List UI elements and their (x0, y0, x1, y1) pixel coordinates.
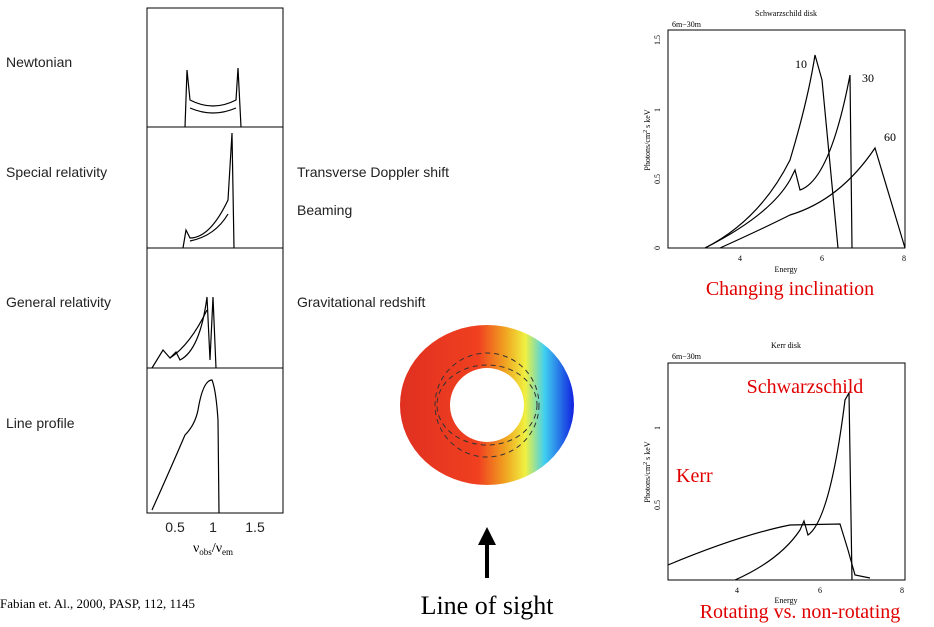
x-axis-label: νobs/νem (193, 541, 233, 557)
y-tick-label: 1 (653, 426, 662, 430)
disk: Line of sight (400, 325, 574, 620)
plot-box (667, 362, 906, 581)
x-tick-label: 4 (738, 254, 742, 263)
x-tick-label: 6 (818, 586, 822, 595)
y-tick-label: 0.5 (653, 174, 662, 184)
y-tick-label: 1 (653, 108, 662, 112)
spectrum-curve (734, 390, 853, 581)
curve-label: Schwarzschild (747, 376, 864, 398)
label-part: 2 (643, 130, 649, 133)
x-tick-label: 4 (735, 586, 739, 595)
row-label: General relativity (6, 294, 111, 310)
profile-curve (151, 379, 220, 514)
label-part: Photons/cm (643, 132, 652, 171)
curve-label: 10 (795, 57, 807, 71)
disk-caption: Line of sight (421, 591, 555, 620)
label-part: ν (193, 541, 199, 556)
profile-curve (184, 67, 242, 128)
label-part: s keV (643, 109, 652, 130)
chart-title: Schwarzschild disk (755, 9, 817, 18)
bottom-chart: Kerr disk 6m−30m 0.5 1 4 6 8 Energy Phot… (643, 341, 906, 623)
annotation: Transverse Doppler shift (297, 164, 449, 180)
panel-box (146, 7, 284, 514)
label-part: s keV (643, 441, 652, 462)
chart-title: Kerr disk (771, 341, 801, 350)
dashed-ring (436, 364, 538, 446)
x-tick-label: 1 (209, 519, 217, 535)
label-part: 2 (643, 462, 649, 465)
profile-curve (151, 296, 217, 369)
curve-label: 30 (862, 71, 874, 85)
spectrum-curve (704, 54, 839, 249)
annotation: Gravitational redshift (297, 294, 426, 310)
profile-curve (189, 107, 237, 114)
plot-box (667, 29, 906, 249)
chart-subtitle: 6m−30m (672, 20, 702, 29)
arrow-head (478, 527, 496, 545)
chart-caption: Rotating vs. non-rotating (700, 601, 901, 623)
y-axis-label: Photons/cm2 s keV (643, 441, 652, 502)
spectrum-curve (704, 74, 853, 249)
citation: Fabian et. Al., 2000, PASP, 112, 1145 (0, 596, 195, 611)
x-tick-label: 8 (900, 586, 904, 595)
label-part: /ν (212, 541, 222, 556)
x-tick-label: 1.5 (245, 519, 265, 535)
chart-caption: Changing inclination (706, 278, 874, 300)
x-axis-label: Energy (775, 265, 798, 274)
top-chart: Schwarzschild disk 6m−30m 0 0.5 1 1.5 4 … (643, 9, 906, 300)
profile-curve (189, 213, 229, 242)
x-tick-label: 0.5 (165, 519, 185, 535)
chart-subtitle: 6m−30m (672, 352, 702, 361)
x-axis-label: Energy (775, 596, 798, 605)
spectrum-curve (667, 523, 871, 579)
x-tick-label: 8 (902, 254, 906, 263)
curve-label: Kerr (676, 465, 713, 487)
y-tick-label: 0.5 (653, 500, 662, 510)
dashed-ring (434, 352, 540, 458)
label-part: obs (199, 547, 212, 557)
spectrum-curve (719, 146, 906, 249)
label-part: Photons/cm (643, 464, 652, 503)
profile-curve (169, 309, 208, 359)
row-label: Special relativity (6, 164, 107, 180)
x-tick-label: 6 (820, 254, 824, 263)
row-label: Line profile (6, 415, 75, 431)
annotation: Beaming (297, 202, 352, 218)
profile-curve (182, 132, 235, 249)
y-tick-label: 1.5 (653, 35, 662, 45)
curve-label: 60 (884, 130, 896, 144)
label-part: em (222, 547, 233, 557)
y-axis-label: Photons/cm2 s keV (643, 109, 652, 170)
disk-image (400, 325, 574, 485)
left-panel: Newtonian Special relativity General rel… (6, 7, 449, 557)
y-tick-label: 0 (653, 246, 662, 250)
row-label: Newtonian (6, 54, 72, 70)
